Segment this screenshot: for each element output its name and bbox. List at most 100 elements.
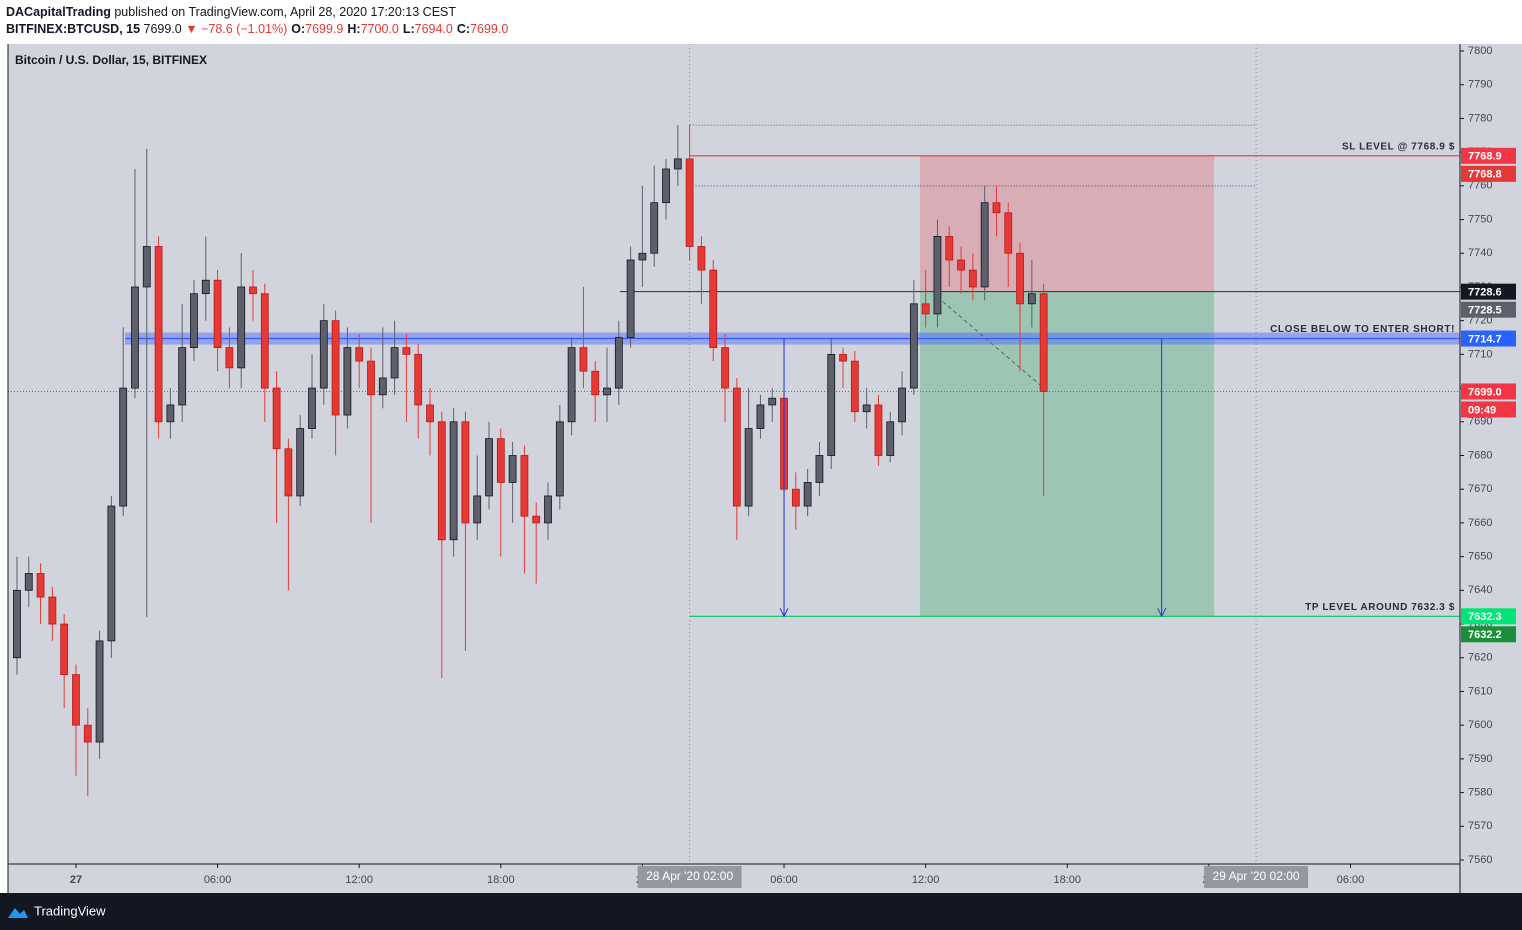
candle-body <box>614 337 623 389</box>
candle-body <box>272 387 281 450</box>
symbol: BITFINEX:BTCUSD, 15 <box>6 22 140 36</box>
candle-body <box>414 353 423 406</box>
candle-body <box>544 495 552 524</box>
candle-body <box>945 235 954 261</box>
candle-body <box>685 158 694 247</box>
x-tick-label: 12:00 <box>345 874 373 886</box>
candle-body <box>119 387 128 507</box>
y-tick-label: 7580 <box>1468 786 1492 798</box>
x-tick-label: 27 <box>70 874 82 886</box>
y-tick-label: 7560 <box>1468 854 1492 866</box>
candle-body <box>249 286 257 295</box>
price-tag <box>1461 626 1516 643</box>
candle-body <box>756 404 765 429</box>
candle-body <box>673 158 682 170</box>
candle-body <box>886 421 895 456</box>
candle-body <box>390 347 399 379</box>
candle-body <box>555 421 564 497</box>
price-tag <box>1461 608 1516 625</box>
candle-body <box>237 286 246 369</box>
candle-body <box>591 370 600 396</box>
price-tag <box>1461 301 1516 318</box>
candle-body <box>343 347 352 416</box>
header-bg <box>0 0 1522 44</box>
candle-body <box>957 259 965 271</box>
price-tag-label: 7728.5 <box>1468 305 1502 317</box>
arrow-head <box>779 608 789 618</box>
y-tick-label: 7740 <box>1468 247 1492 259</box>
candle-body <box>378 377 387 396</box>
price-tag-label: 7699.0 <box>1468 386 1502 398</box>
ohlc-key: H: <box>347 22 360 36</box>
candle-body <box>532 515 541 524</box>
candle-body <box>1016 252 1024 305</box>
plot: SL LEVEL @ 7768.9 $ CLOSE BELOW TO ENTER … <box>8 44 1461 864</box>
candle-body <box>367 360 375 396</box>
price-tag <box>1461 165 1516 182</box>
candle-body <box>579 347 588 372</box>
x-tick-label: 06:00 <box>1337 874 1365 886</box>
price-tag-label: 09:49 <box>1468 404 1496 416</box>
trendline <box>937 296 1044 389</box>
y-tick-label: 7690 <box>1468 416 1492 428</box>
candle-body <box>142 246 151 288</box>
candle-body <box>1027 293 1036 305</box>
candle-body <box>166 404 175 423</box>
y-tick-label: 7650 <box>1468 551 1492 563</box>
change: ▼ −78.6 (−1.01%) <box>185 22 287 36</box>
price-tag <box>1461 147 1516 164</box>
ohlc-value: 7699.9 <box>305 22 343 36</box>
candle-body <box>909 303 918 389</box>
candle-body <box>485 438 493 497</box>
author: DACapitalTrading <box>6 5 111 19</box>
candle-body <box>131 286 139 389</box>
candle-body <box>201 279 210 295</box>
candle-body <box>921 303 930 315</box>
ohlc-key: C: <box>457 22 470 36</box>
y-tick-label: 7640 <box>1468 584 1492 596</box>
candle-body <box>721 347 729 389</box>
candle-body <box>449 421 458 541</box>
x-tick-label: 12:00 <box>912 874 940 886</box>
candle-body <box>72 674 80 726</box>
candle-body <box>933 235 942 315</box>
candle-body <box>980 202 989 288</box>
published: published on TradingView.com, April 28, … <box>114 5 456 19</box>
candle-body <box>815 455 824 483</box>
candle-body <box>154 246 163 423</box>
price-tag <box>1461 383 1516 400</box>
y-tick-label: 7710 <box>1468 348 1492 360</box>
candle-body <box>13 589 21 659</box>
x-tick-label: 06:00 <box>204 874 232 886</box>
candle-body <box>83 724 92 743</box>
price-tag-label: 7768.9 <box>1468 151 1502 163</box>
y-tick-label: 7790 <box>1468 79 1492 91</box>
candle-body <box>839 353 847 362</box>
candle-body <box>496 438 505 483</box>
price-tag-label: 7728.6 <box>1468 287 1502 299</box>
plot-bg <box>8 44 1522 893</box>
candle-body <box>1039 293 1048 392</box>
price-tag-label: 7632.2 <box>1468 629 1502 641</box>
header-line1: DACapitalTrading published on TradingVie… <box>6 5 456 19</box>
arrow-head <box>1157 608 1167 618</box>
price-tag <box>1461 401 1516 418</box>
y-tick-label: 7780 <box>1468 112 1492 124</box>
candle-body <box>898 387 906 423</box>
level-label: CLOSE BELOW TO ENTER SHORT! <box>1270 324 1455 335</box>
price-tag <box>1461 283 1516 300</box>
brand[interactable]: TradingView <box>34 903 106 918</box>
candle-body <box>107 505 116 642</box>
candle-body <box>827 353 836 456</box>
candle-body <box>992 202 1001 214</box>
candle-body <box>791 488 800 507</box>
y-tick-label: 7590 <box>1468 753 1492 765</box>
candle-body <box>473 495 482 524</box>
ohlc-key: O: <box>291 22 305 36</box>
crosshair-tag <box>637 866 742 888</box>
candle-body <box>402 347 411 355</box>
candle-body <box>508 455 517 483</box>
price-tag <box>1461 330 1516 347</box>
price-tag-label: 7768.8 <box>1468 169 1502 181</box>
